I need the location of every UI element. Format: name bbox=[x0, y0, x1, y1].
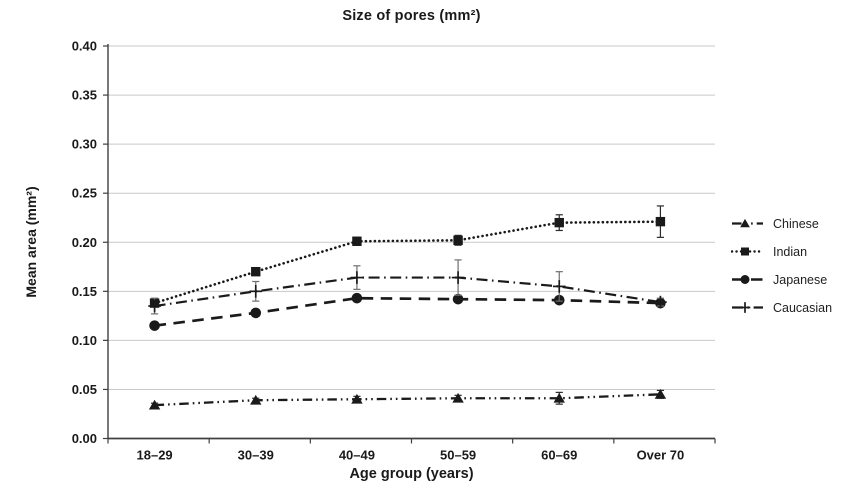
marker-square bbox=[655, 216, 666, 227]
legend-item-chinese: Chinese bbox=[731, 216, 832, 231]
marker-plus bbox=[148, 299, 161, 313]
x-tick-label: 30–39 bbox=[238, 448, 274, 463]
chart-title: Size of pores (mm²) bbox=[342, 8, 481, 24]
y-tick-label: 0.25 bbox=[72, 186, 97, 201]
marker-plus bbox=[350, 271, 364, 284]
x-tick-label: 50–59 bbox=[440, 448, 476, 463]
marker-triangle bbox=[654, 388, 667, 399]
y-tick-label: 0.00 bbox=[72, 431, 97, 446]
y-tick-label: 0.35 bbox=[72, 88, 97, 103]
x-tick-label: 60–69 bbox=[541, 448, 577, 463]
legend-marker-triangle-icon bbox=[732, 218, 763, 228]
marker-triangle bbox=[250, 394, 262, 405]
legend-label: Indian bbox=[773, 244, 808, 259]
legend-label: Chinese bbox=[773, 216, 819, 231]
marker-triangle bbox=[452, 392, 464, 403]
legend-label: Caucasian bbox=[773, 300, 833, 315]
marker-circle bbox=[351, 292, 363, 304]
marker-plus bbox=[451, 271, 465, 284]
y-tick-label: 0.10 bbox=[72, 333, 97, 348]
marker-plus bbox=[654, 295, 667, 309]
marker-plus bbox=[739, 302, 751, 313]
marker-square bbox=[453, 235, 463, 245]
legend-item-caucasian: Caucasian bbox=[731, 300, 832, 315]
legend-marker-circle-icon bbox=[732, 274, 763, 285]
x-tick-label: 18–29 bbox=[137, 448, 173, 463]
legend: Chinese Indian Japanese Caucasian bbox=[731, 216, 832, 315]
marker-circle bbox=[250, 307, 262, 319]
marker-circle bbox=[452, 293, 464, 305]
x-tick-label: 40–49 bbox=[339, 448, 375, 463]
marker-square bbox=[352, 236, 362, 246]
series-line-japanese bbox=[154, 296, 661, 327]
y-tick-label: 0.05 bbox=[72, 382, 97, 397]
series-line-chinese bbox=[154, 393, 661, 407]
marker-circle bbox=[740, 274, 750, 285]
legend-item-indian: Indian bbox=[731, 244, 832, 259]
marker-plus bbox=[249, 285, 263, 298]
legend-marker-plus-icon bbox=[732, 302, 763, 313]
y-tick-label: 0.30 bbox=[72, 137, 97, 152]
y-tick-label: 0.15 bbox=[72, 284, 97, 299]
marker-triangle bbox=[148, 399, 161, 410]
x-tick-label: Over 70 bbox=[637, 448, 685, 463]
marker-circle bbox=[149, 320, 160, 331]
marker-plus bbox=[552, 280, 566, 293]
marker-triangle bbox=[553, 392, 565, 403]
series-caucasian bbox=[148, 259, 667, 315]
series-line-indian bbox=[153, 220, 662, 305]
marker-square bbox=[251, 266, 261, 277]
x-axis-title: Age group (years) bbox=[349, 466, 474, 482]
series-chinese bbox=[148, 388, 667, 410]
series-japanese bbox=[149, 292, 666, 331]
legend-marker-square-icon bbox=[731, 247, 764, 256]
legend-item-japanese: Japanese bbox=[731, 272, 832, 287]
y-tick-label: 0.20 bbox=[72, 235, 97, 250]
legend-label: Japanese bbox=[773, 272, 828, 287]
marker-triangle bbox=[740, 218, 750, 228]
marker-triangle bbox=[351, 393, 363, 404]
series-indian bbox=[149, 205, 666, 308]
y-tick-label: 0.40 bbox=[72, 39, 97, 54]
marker-square bbox=[554, 217, 564, 228]
marker-square bbox=[741, 247, 749, 256]
